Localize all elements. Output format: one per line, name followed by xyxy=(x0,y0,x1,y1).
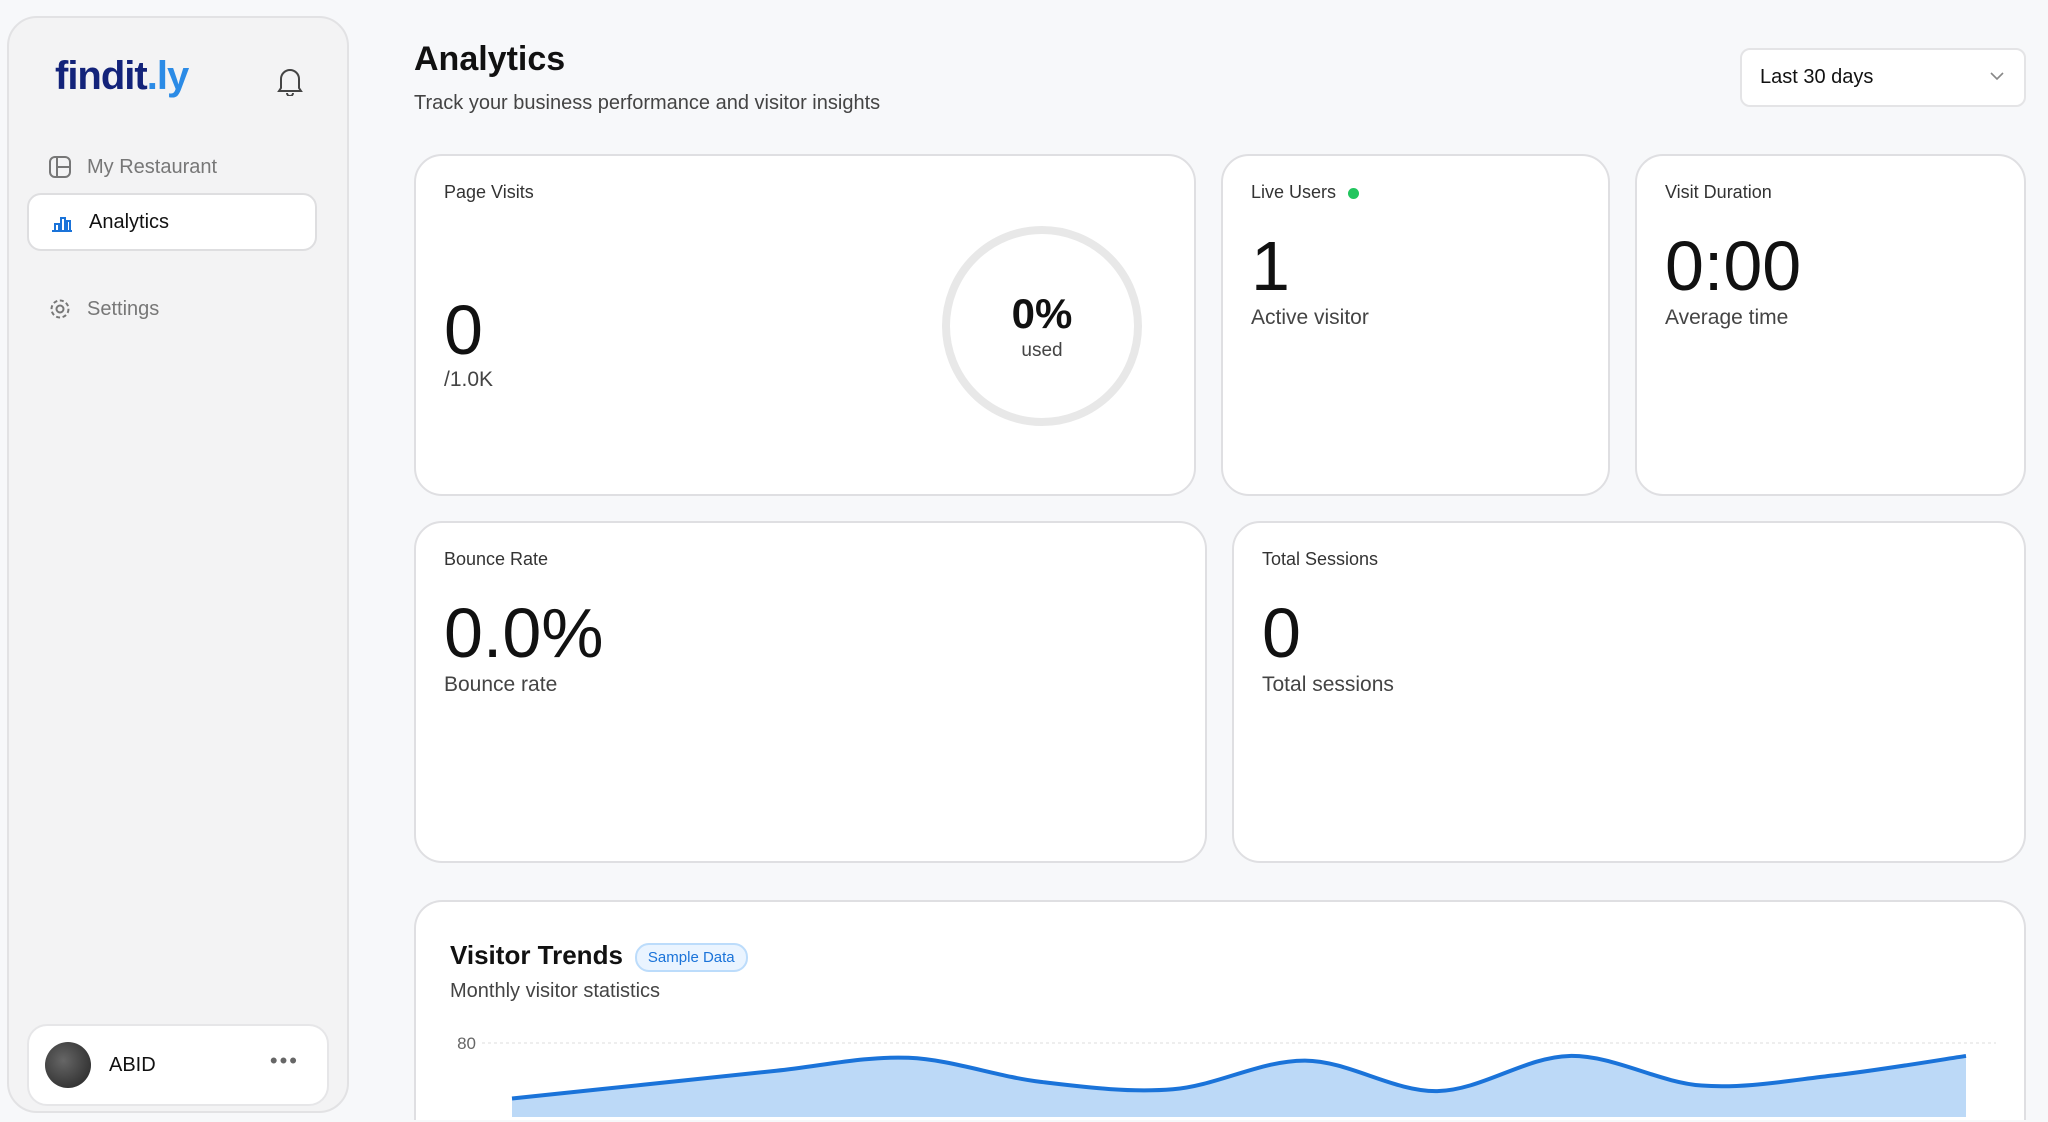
sidebar-item-label: Analytics xyxy=(89,210,170,233)
sidebar-item-analytics[interactable]: Analytics xyxy=(27,193,317,251)
card-label: Bounce Rate xyxy=(444,549,549,569)
live-status-dot xyxy=(1348,187,1360,199)
page-visits-value: 0 xyxy=(444,291,483,369)
bounce-rate-value: 0.0% xyxy=(444,594,604,672)
trends-title: Visitor Trends Sample Data xyxy=(450,940,748,972)
page-visits-limit: /1.0K xyxy=(444,368,494,391)
visitor-trends-card: Visitor Trends Sample Data Monthly visito… xyxy=(414,900,2026,1120)
page-subtitle: Track your business performance and visi… xyxy=(414,92,881,114)
sidebar-item-label: Settings xyxy=(87,297,160,320)
live-users-value: 1 xyxy=(1251,227,1290,305)
card-label: Total Sessions xyxy=(1262,549,1379,569)
usage-percent: 0% xyxy=(1011,290,1073,337)
sidebar-item-my-restaurant[interactable]: My Restaurant xyxy=(27,138,317,196)
total-sessions-sub: Total sessions xyxy=(1262,673,1394,696)
total-sessions-value: 0 xyxy=(1262,594,1301,672)
sidebar-item-label: My Restaurant xyxy=(87,155,218,178)
live-users-card: Live Users 1 Active visitor xyxy=(1221,154,1610,496)
user-menu[interactable]: ABID ••• xyxy=(27,1024,329,1106)
layout-icon xyxy=(49,156,71,178)
date-range-select[interactable]: Last 30 days xyxy=(1740,48,2026,107)
sidebar-item-settings[interactable]: Settings xyxy=(27,280,317,338)
card-label: Live Users xyxy=(1251,182,1360,203)
live-users-sub: Active visitor xyxy=(1251,306,1369,329)
card-label: Visit Duration xyxy=(1665,182,1772,202)
more-icon[interactable]: ••• xyxy=(269,1048,299,1073)
logo[interactable]: findit.ly xyxy=(55,54,189,98)
total-sessions-card: Total Sessions 0 Total sessions xyxy=(1232,521,2026,863)
visitor-trends-chart: 80 xyxy=(457,1034,1996,1117)
date-range-value: Last 30 days xyxy=(1760,66,1874,88)
card-label: Page Visits xyxy=(444,182,534,202)
visit-duration-card: Visit Duration 0:00 Average time xyxy=(1635,154,2026,496)
sidebar: findit.ly My Restaurant Analytics Settin… xyxy=(7,16,349,1113)
page-visits-card: Page Visits 0 /1.0K 0% used xyxy=(414,154,1196,496)
trends-subtitle: Monthly visitor statistics xyxy=(450,980,661,1002)
bounce-rate-card: Bounce Rate 0.0% Bounce rate xyxy=(414,521,1207,863)
bar-chart-icon xyxy=(52,217,72,232)
series-line xyxy=(511,1053,1967,1101)
page-title: Analytics xyxy=(414,40,566,78)
visit-duration-value: 0:00 xyxy=(1665,227,1802,305)
bell-icon[interactable] xyxy=(277,66,303,96)
usage-ring: 0% used xyxy=(942,226,1142,426)
bounce-rate-sub: Bounce rate xyxy=(444,673,558,696)
usage-label: used xyxy=(1021,340,1063,361)
series-area xyxy=(512,1055,1966,1117)
user-name: ABID xyxy=(109,1053,156,1076)
sample-data-badge: Sample Data xyxy=(634,942,748,972)
avatar xyxy=(45,1042,91,1088)
visit-duration-sub: Average time xyxy=(1665,306,1789,329)
chevron-down-icon xyxy=(1990,72,2004,81)
y-tick-label: 80 xyxy=(457,1034,476,1053)
gear-icon xyxy=(50,299,70,319)
